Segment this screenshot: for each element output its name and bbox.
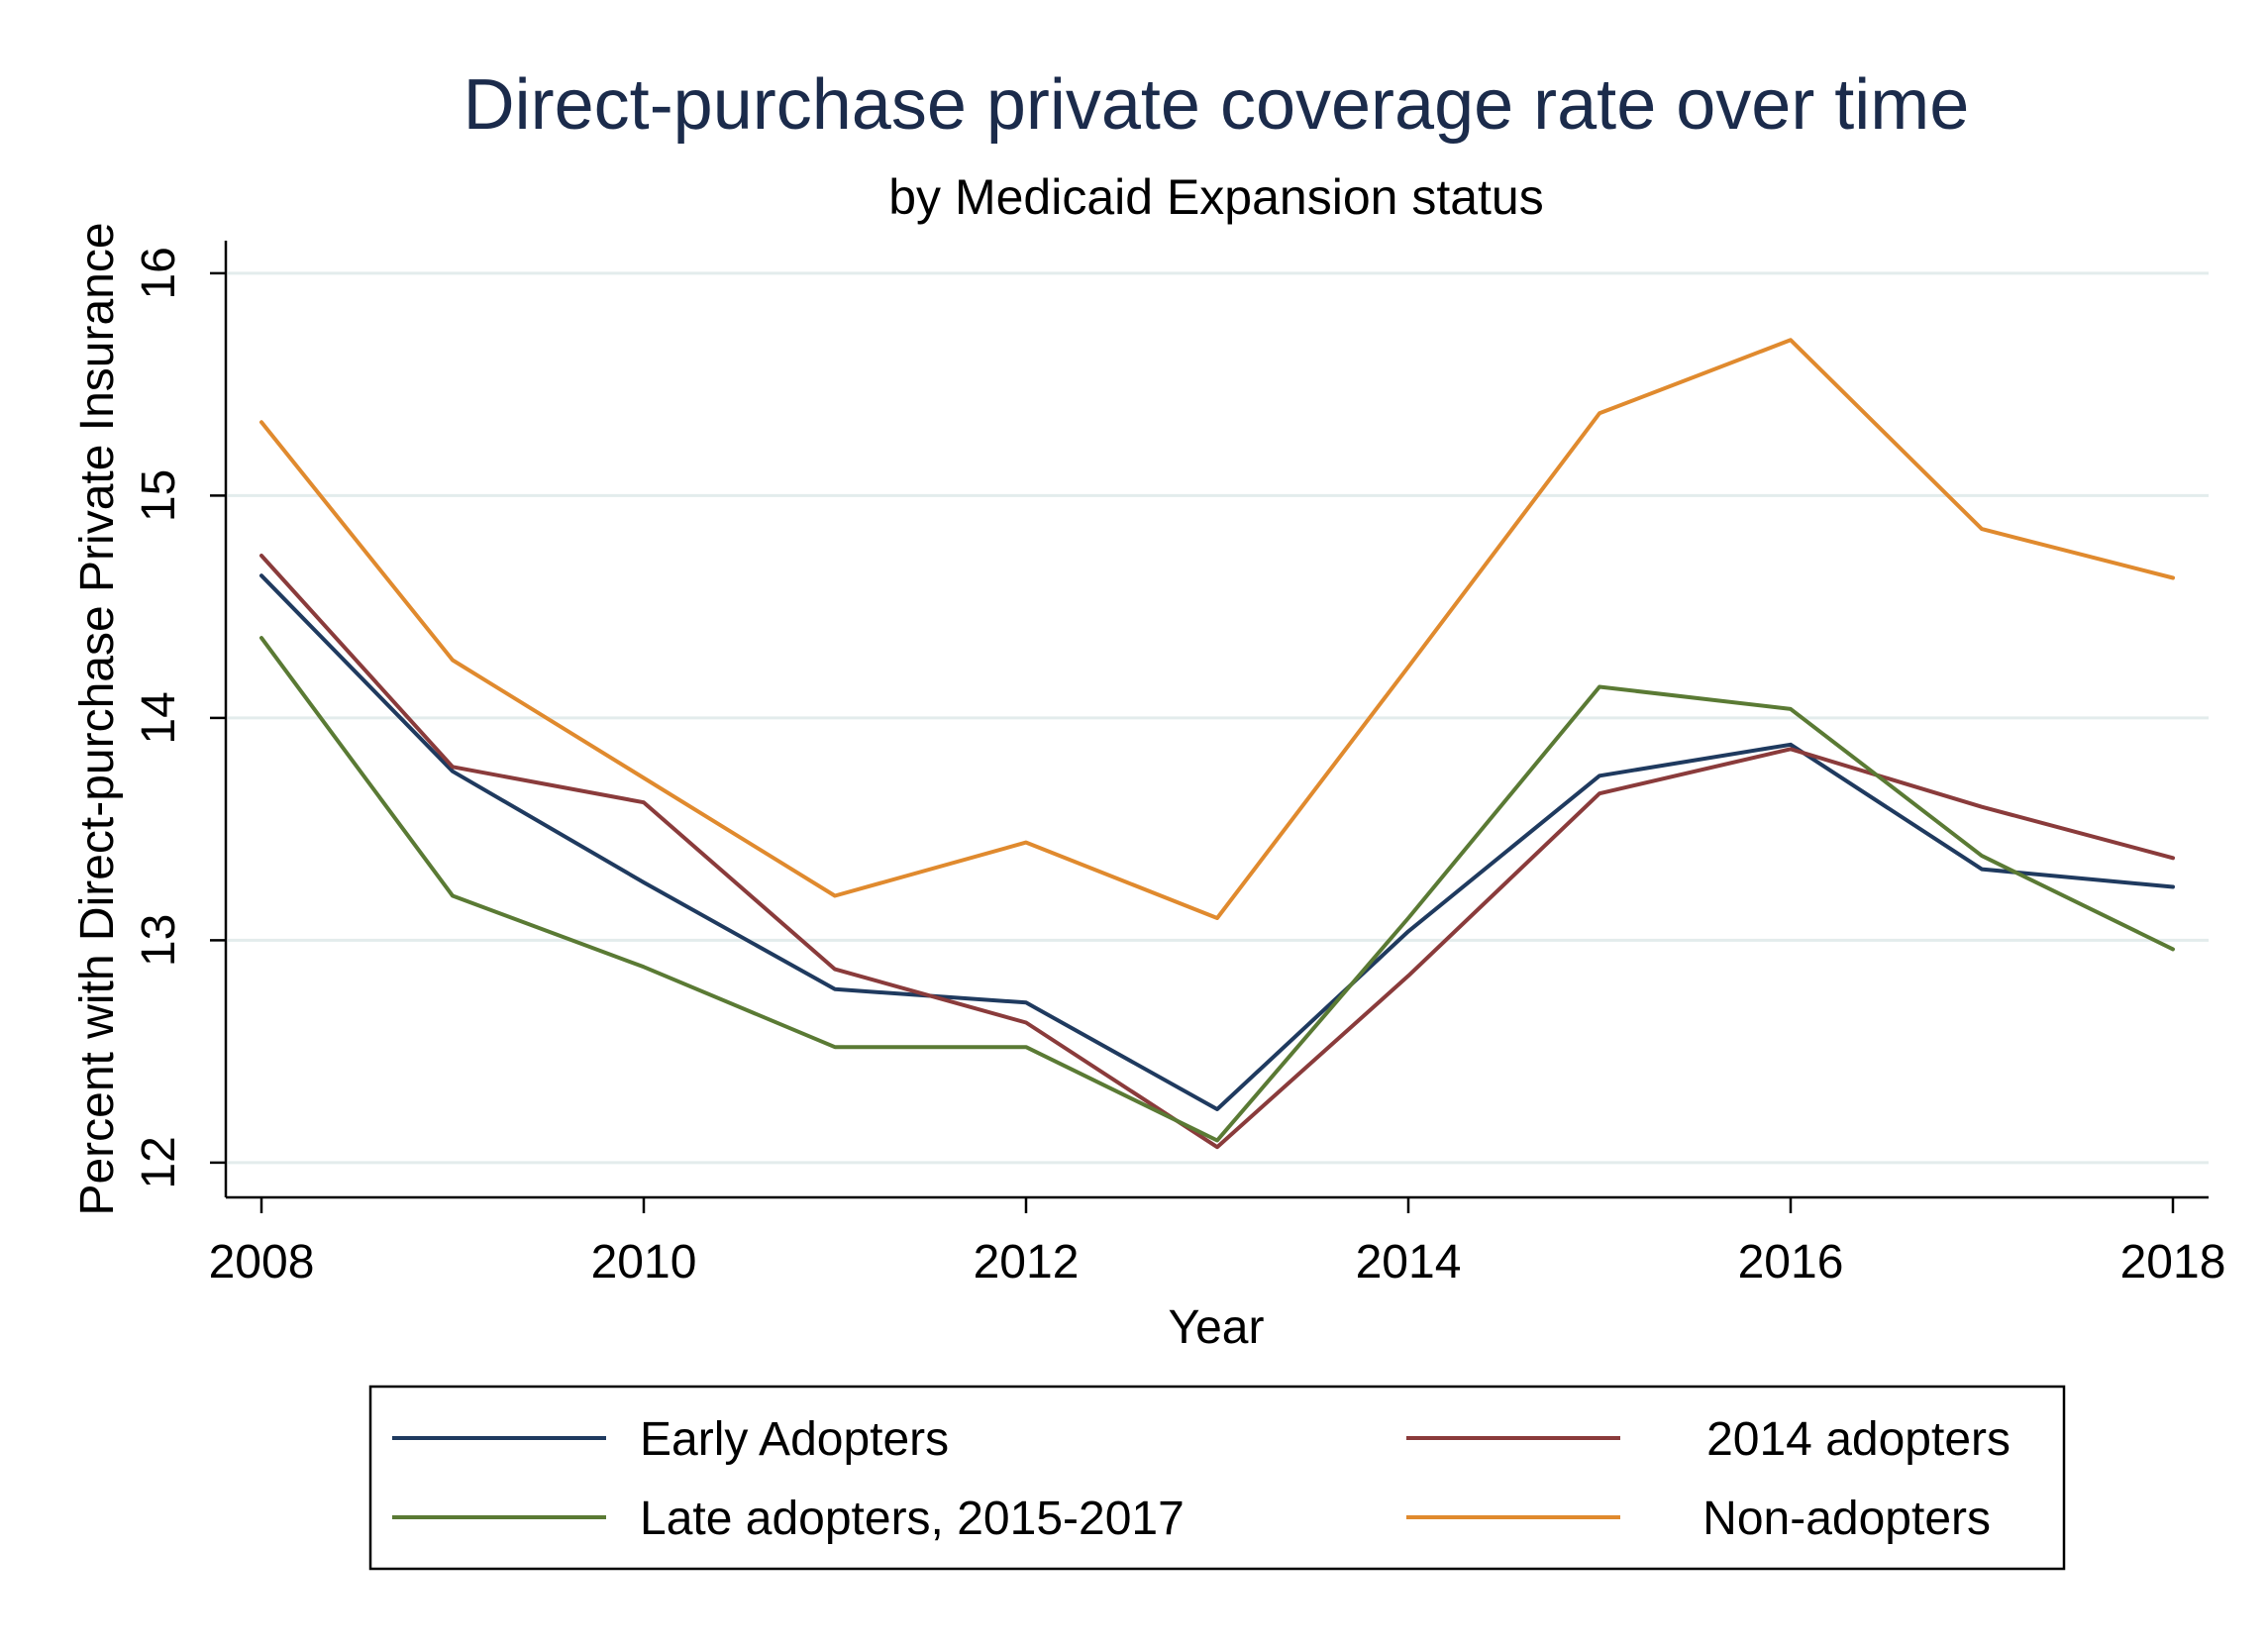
series-line-early-adopters: [259, 573, 2175, 1111]
series-line-2014-adopters: [259, 554, 2175, 1150]
x-axis-ticks: 2008 2010 2012 2014 2016 2018: [209, 1197, 2226, 1289]
x-tick-label: 2014: [1356, 1236, 1462, 1289]
gridlines: [228, 271, 2209, 1165]
y-axis-ticks: 12 13 14 15 16: [133, 247, 226, 1189]
y-tick-label: 12: [133, 1136, 185, 1188]
x-axis-title: Year: [1169, 1301, 1265, 1354]
y-tick-label: 13: [133, 914, 185, 967]
legend-label-non-adopters: Non-adopters: [1702, 1493, 1991, 1545]
y-tick-label: 16: [133, 247, 185, 299]
x-tick-label: 2010: [591, 1236, 697, 1289]
y-axis-title: Percent with Direct-purchase Private Ins…: [71, 222, 124, 1215]
chart-title: Direct-purchase private coverage rate ov…: [464, 65, 1970, 145]
x-tick-label: 2012: [974, 1236, 1080, 1289]
legend-label-early-adopters: Early Adopters: [640, 1413, 949, 1466]
legend: Early Adopters 2014 adopters Late adopters…: [392, 1413, 2010, 1545]
x-tick-label: 2008: [209, 1236, 315, 1289]
y-tick-label: 15: [133, 469, 185, 522]
chart-subtitle: by Medicaid Expansion status: [888, 169, 1543, 225]
y-tick-label: 14: [133, 691, 185, 744]
legend-box: [368, 1385, 2066, 1571]
legend-label-late-adopters-2015-2017: Late adopters, 2015-2017: [640, 1493, 1185, 1545]
series-line-non-adopters: [259, 338, 2175, 920]
series-line-late-adopters-2015-2017: [259, 636, 2175, 1143]
series-lines: [259, 338, 2175, 1150]
x-tick-label: 2016: [1738, 1236, 1844, 1289]
legend-label-2014-adopters: 2014 adopters: [1706, 1413, 2010, 1466]
x-tick-label: 2018: [2120, 1236, 2226, 1289]
